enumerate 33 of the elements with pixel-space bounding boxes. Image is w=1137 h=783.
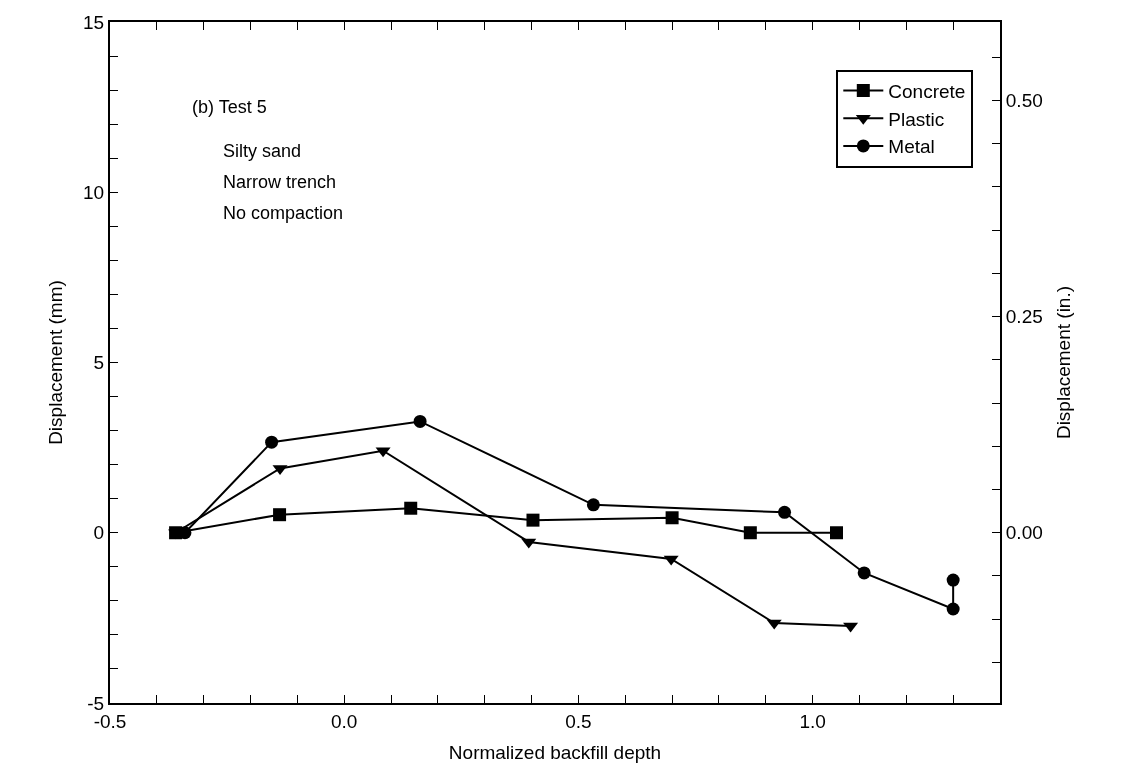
y2-tick-label: 0.00: [1005, 522, 1043, 544]
y-tick-label: 5: [93, 352, 105, 374]
point: [946, 573, 960, 587]
annotation: Narrow trench: [223, 172, 337, 192]
y2-axis-title: Displacement (in.): [1053, 285, 1075, 440]
point: [273, 508, 287, 522]
point: [586, 498, 600, 512]
annotation: (b) Test 5: [192, 97, 267, 117]
point: [526, 513, 540, 527]
y-axis-title: Displacement (mm): [45, 280, 67, 445]
x-tick-label: 0.0: [331, 710, 358, 732]
annotation: No compaction: [223, 203, 344, 223]
point: [404, 501, 418, 515]
x-tick-label: 1.0: [799, 710, 826, 732]
annotation: Silty sand: [223, 141, 302, 161]
x-tick-label: 0.5: [565, 710, 592, 732]
legend-label: Concrete: [888, 80, 966, 102]
point: [743, 526, 757, 540]
y2-tick-label: 0.25: [1005, 306, 1043, 328]
y-tick-label: 15: [83, 11, 105, 33]
y-tick-label: 10: [83, 181, 105, 203]
point: [830, 526, 844, 540]
x-axis-title: Normalized backfill depth: [448, 742, 662, 764]
y2-tick-label: 0.50: [1005, 89, 1043, 111]
point: [665, 511, 679, 525]
point: [265, 435, 279, 449]
legend-label: Plastic: [888, 108, 945, 130]
point: [778, 505, 792, 519]
point: [413, 414, 427, 428]
y-tick-label: 0: [93, 522, 105, 544]
point: [857, 566, 871, 580]
point: [946, 602, 960, 616]
legend-label: Metal: [888, 136, 935, 158]
